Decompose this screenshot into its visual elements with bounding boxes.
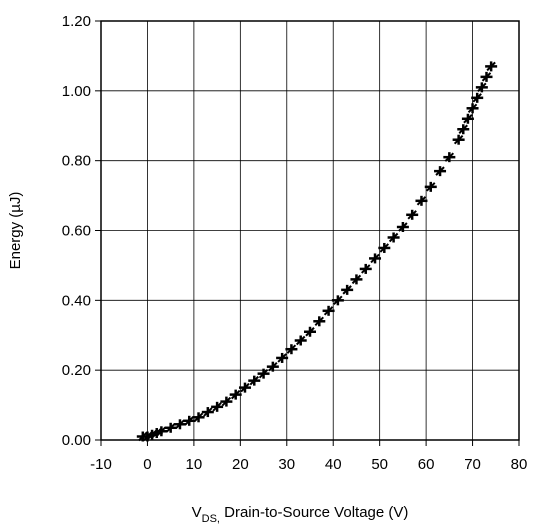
data-point (220, 396, 233, 407)
data-point (485, 61, 498, 72)
x-axis-label-prefix: V (192, 504, 202, 521)
data-point (294, 335, 307, 346)
x-tick-label: -10 (90, 456, 112, 473)
data-point (466, 103, 479, 114)
data-point (173, 419, 186, 430)
x-tick-label: 20 (232, 456, 249, 473)
data-point (415, 195, 428, 206)
data-point (331, 295, 344, 306)
data-point (406, 209, 419, 220)
data-point (248, 375, 261, 386)
data-point (257, 368, 270, 379)
x-tick-label: 40 (325, 456, 342, 473)
y-tick-label: 0.40 (62, 292, 91, 309)
data-point (369, 253, 382, 264)
data-point (396, 222, 409, 233)
data-point (285, 344, 298, 355)
y-tick-label: 0.00 (62, 432, 91, 449)
y-tick-label: 0.60 (62, 223, 91, 240)
data-point (461, 113, 474, 124)
x-tick-label: 50 (371, 456, 388, 473)
x-tick-label: 60 (418, 456, 435, 473)
data-point (229, 389, 242, 400)
data-point (313, 316, 326, 327)
data-point (211, 401, 224, 412)
x-axis-label-subscript: DS, (202, 513, 220, 525)
data-point (304, 326, 316, 337)
tick-labels: -10 0 10 20 30 40 50 60 70 80 0.00 0.20 0.40 0.60 0.80… (62, 13, 528, 473)
data-point (201, 407, 214, 418)
data-point (387, 232, 400, 243)
data-point (155, 426, 168, 437)
y-tick-label: 0.80 (62, 153, 91, 170)
x-axis-label-rest: Drain-to-Source Voltage (V) (220, 504, 408, 521)
x-tick-label: 70 (464, 456, 481, 473)
x-tick-label: 30 (278, 456, 295, 473)
data-point (452, 134, 465, 145)
data-markers (136, 61, 498, 442)
data-point (443, 152, 456, 163)
data-point (183, 415, 196, 426)
data-point (192, 412, 205, 423)
data-point (480, 71, 493, 82)
data-point (471, 92, 484, 103)
data-point (164, 422, 177, 433)
data-point (424, 181, 437, 192)
x-tick-label: 10 (186, 456, 203, 473)
y-axis-label: Energy (µJ) (7, 192, 24, 270)
y-tick-label: 1.20 (62, 13, 91, 30)
data-point (238, 382, 251, 393)
x-tick-label: 80 (511, 456, 528, 473)
x-tick-label: 0 (143, 456, 151, 473)
grid-lines (100, 20, 520, 441)
data-point (457, 124, 470, 135)
data-point (322, 305, 335, 316)
data-point (359, 263, 372, 274)
x-axis-label: VDS, Drain-to-Source Voltage (V) (192, 504, 409, 525)
data-point (350, 274, 363, 285)
y-tick-label: 0.20 (62, 362, 91, 379)
y-tick-label: 1.00 (62, 83, 91, 100)
data-point (475, 82, 488, 93)
data-point (434, 166, 447, 177)
data-point (378, 242, 391, 253)
data-point (341, 284, 354, 295)
data-point (276, 352, 289, 363)
data-point (266, 361, 279, 372)
